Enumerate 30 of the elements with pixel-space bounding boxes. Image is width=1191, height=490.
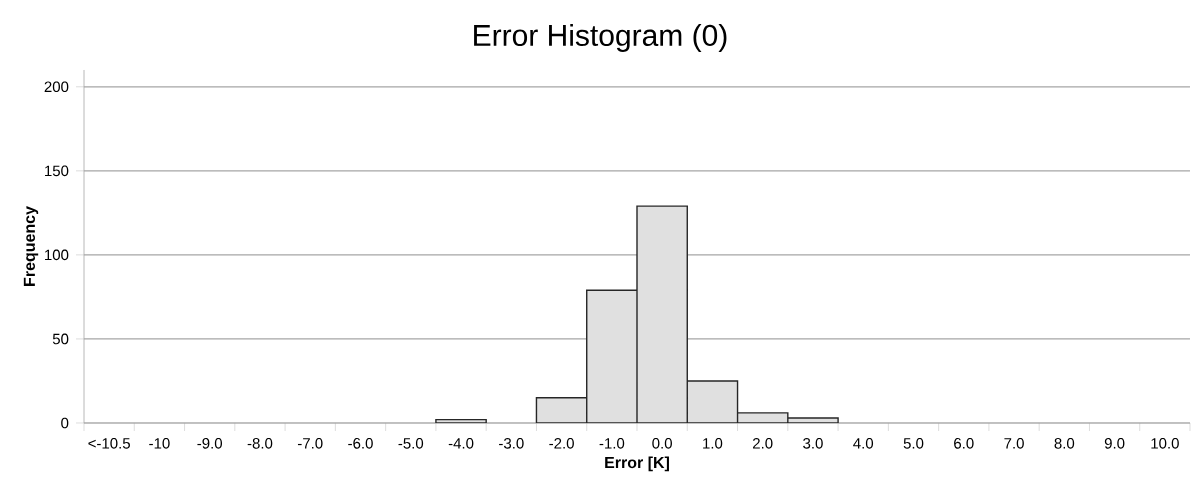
x-tick-label: -3.0	[499, 438, 524, 449]
x-tick-label: 1.0	[703, 438, 723, 449]
x-tick-label: 6.0	[954, 438, 974, 449]
x-tick-label: 5.0	[903, 438, 924, 449]
y-tick-label: 100	[45, 249, 69, 261]
x-tick-label: -1.0	[599, 438, 625, 449]
x-tick-label: 2.0	[753, 438, 773, 449]
x-tick-label: 10.0	[1151, 438, 1179, 449]
y-tick-label: 0	[61, 417, 69, 429]
y-tick-label: 50	[52, 333, 69, 345]
x-tick-label: 8.0	[1054, 438, 1075, 449]
x-tick-label: -7.0	[297, 438, 323, 449]
chart-title: Error Histogram (0)	[474, 24, 727, 52]
y-tick-label: 200	[44, 81, 69, 93]
x-tick-label: -5.0	[398, 438, 424, 449]
x-tick-label: -4.0	[448, 438, 474, 449]
x-tick-label: 4.0	[853, 438, 874, 449]
y-tick-label: 150	[45, 165, 69, 177]
x-tick-label: -8.0	[247, 438, 273, 449]
x-tick-label: 7.0	[1004, 438, 1024, 449]
x-tick-label: <-10.5	[88, 438, 130, 449]
x-tick-label: -9.0	[197, 438, 223, 449]
x-tick-label: -6.0	[348, 438, 373, 449]
x-tick-label: 3.0	[803, 438, 823, 449]
x-tick-label: 9.0	[1104, 438, 1125, 449]
x-tick-label: -10	[149, 438, 170, 449]
y-axis-title: Frequency	[23, 206, 39, 286]
x-tick-label: -2.0	[549, 438, 574, 449]
x-tick-label: 0.0	[652, 438, 672, 449]
x-axis-title: Error [K]	[605, 456, 669, 472]
